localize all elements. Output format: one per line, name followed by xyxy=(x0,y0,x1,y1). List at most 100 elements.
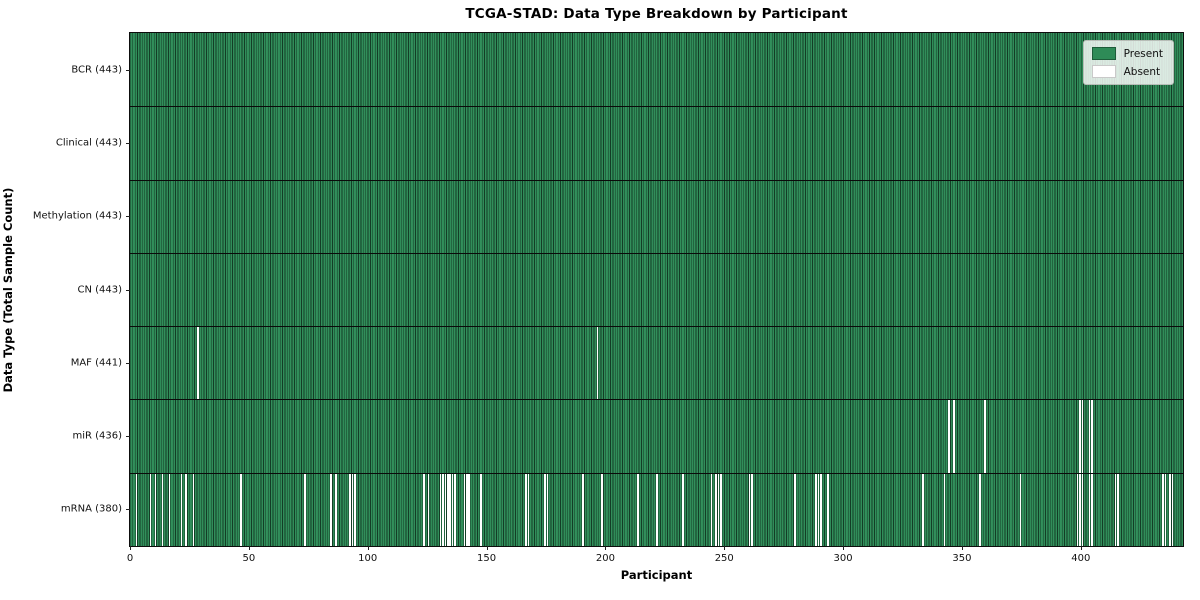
y-tick-mark xyxy=(126,69,130,71)
y-tick-mark xyxy=(126,289,130,291)
row-band-maf xyxy=(130,326,1183,400)
absent-cell xyxy=(449,472,451,546)
absent-cell xyxy=(827,472,829,546)
absent-cell xyxy=(715,472,718,546)
absent-cell xyxy=(984,399,986,473)
y-tick-mark xyxy=(126,509,130,511)
legend-swatch-absent-icon xyxy=(1091,65,1116,78)
legend-label-present: Present xyxy=(1123,47,1163,60)
absent-cell xyxy=(149,472,152,546)
x-tick-label: 150 xyxy=(476,553,497,564)
absent-cell xyxy=(1117,472,1119,546)
absent-cell xyxy=(1169,472,1172,546)
absent-cell xyxy=(442,472,444,546)
absent-cell xyxy=(544,472,546,546)
absent-cell xyxy=(820,472,822,546)
absent-cell xyxy=(682,472,684,546)
absent-cell xyxy=(335,472,337,546)
absent-cell xyxy=(527,472,530,546)
absent-cell xyxy=(463,472,466,546)
absent-cell xyxy=(161,472,164,546)
x-tick-mark xyxy=(1080,546,1082,550)
absent-cell xyxy=(180,472,183,546)
x-tick-label: 200 xyxy=(595,553,615,564)
x-tick-mark xyxy=(486,546,488,550)
absent-cell xyxy=(1081,399,1084,473)
absent-cell xyxy=(601,472,604,546)
absent-cell xyxy=(1171,472,1174,546)
x-tick-mark xyxy=(843,546,845,550)
row-separator xyxy=(130,326,1183,328)
row-separator xyxy=(130,252,1183,254)
x-tick-mark xyxy=(130,546,131,550)
absent-cell xyxy=(546,472,549,546)
absent-cell xyxy=(304,472,306,546)
y-tick-label-bcr: BCR (443) xyxy=(71,64,122,76)
row-band-mrna xyxy=(130,472,1183,546)
chart-title: TCGA-STAD: Data Type Breakdown by Partic… xyxy=(465,6,848,22)
absent-cell xyxy=(197,326,199,400)
absent-cell xyxy=(710,472,713,546)
absent-cell xyxy=(451,472,454,546)
absent-cell xyxy=(1076,472,1079,546)
absent-cell xyxy=(1162,472,1164,546)
absent-cell xyxy=(815,472,817,546)
absent-cell xyxy=(240,472,242,546)
absent-cell xyxy=(1079,399,1081,473)
y-axis-title: Data Type (Total Sample Count) xyxy=(1,187,15,393)
absent-cell xyxy=(354,472,356,546)
row-separator xyxy=(130,399,1183,401)
x-tick-label: 400 xyxy=(1071,553,1091,564)
x-axis-title: Participant xyxy=(620,568,693,582)
legend-item-present: Present xyxy=(1091,47,1163,60)
absent-cell xyxy=(465,472,468,546)
absent-cell xyxy=(444,472,447,546)
absent-cell xyxy=(1114,472,1117,546)
x-tick-label: 250 xyxy=(714,553,734,564)
absent-cell xyxy=(751,472,753,546)
x-tick-label: 0 xyxy=(126,553,134,564)
absent-cell xyxy=(330,472,333,546)
y-tick-mark xyxy=(126,362,130,364)
absent-cell xyxy=(637,472,639,546)
absent-cell xyxy=(1088,472,1091,546)
y-tick-mark xyxy=(126,216,130,218)
absent-cell xyxy=(480,472,482,546)
row-separator xyxy=(130,106,1183,108)
plot-area: BCR (443) Clinical (443) Methylation (443)… xyxy=(33,32,1184,564)
y-tick-label-cn: CN (443) xyxy=(77,284,122,295)
row-band-clinical xyxy=(130,106,1183,180)
absent-cell xyxy=(1081,472,1084,546)
legend-label-absent: Absent xyxy=(1123,65,1161,78)
y-tick-mark xyxy=(126,436,130,438)
x-tick-label: 100 xyxy=(358,553,378,564)
row-separator xyxy=(130,179,1183,181)
row-band-cn xyxy=(130,252,1183,327)
x-tick-mark xyxy=(367,546,369,550)
legend-item-absent: Absent xyxy=(1091,65,1163,78)
absent-cell xyxy=(1091,472,1093,546)
y-tick-label-mir: miR (436) xyxy=(72,430,122,442)
absent-cell xyxy=(953,399,955,473)
absent-cell xyxy=(351,472,354,546)
row-band-methylation xyxy=(130,179,1183,253)
absent-cell xyxy=(582,472,584,546)
absent-cell xyxy=(168,472,171,546)
row-band-mir xyxy=(130,399,1183,473)
x-tick-mark xyxy=(724,546,726,550)
absent-cell xyxy=(446,472,449,546)
absent-cell xyxy=(1164,472,1167,546)
y-tick-label-clinical: Clinical (443) xyxy=(55,137,122,149)
x-tick-mark xyxy=(961,546,963,550)
absent-cell xyxy=(1088,399,1091,473)
absent-cell xyxy=(135,472,138,546)
y-tick-label-methylation: Methylation (443) xyxy=(32,210,122,222)
absent-cell xyxy=(454,472,456,546)
absent-cell xyxy=(1019,472,1022,546)
legend-swatch-present-icon xyxy=(1091,47,1116,60)
row-band-bcr xyxy=(130,33,1183,107)
x-tick-mark xyxy=(248,546,250,550)
absent-cell xyxy=(192,472,195,546)
absent-cell xyxy=(423,472,425,546)
